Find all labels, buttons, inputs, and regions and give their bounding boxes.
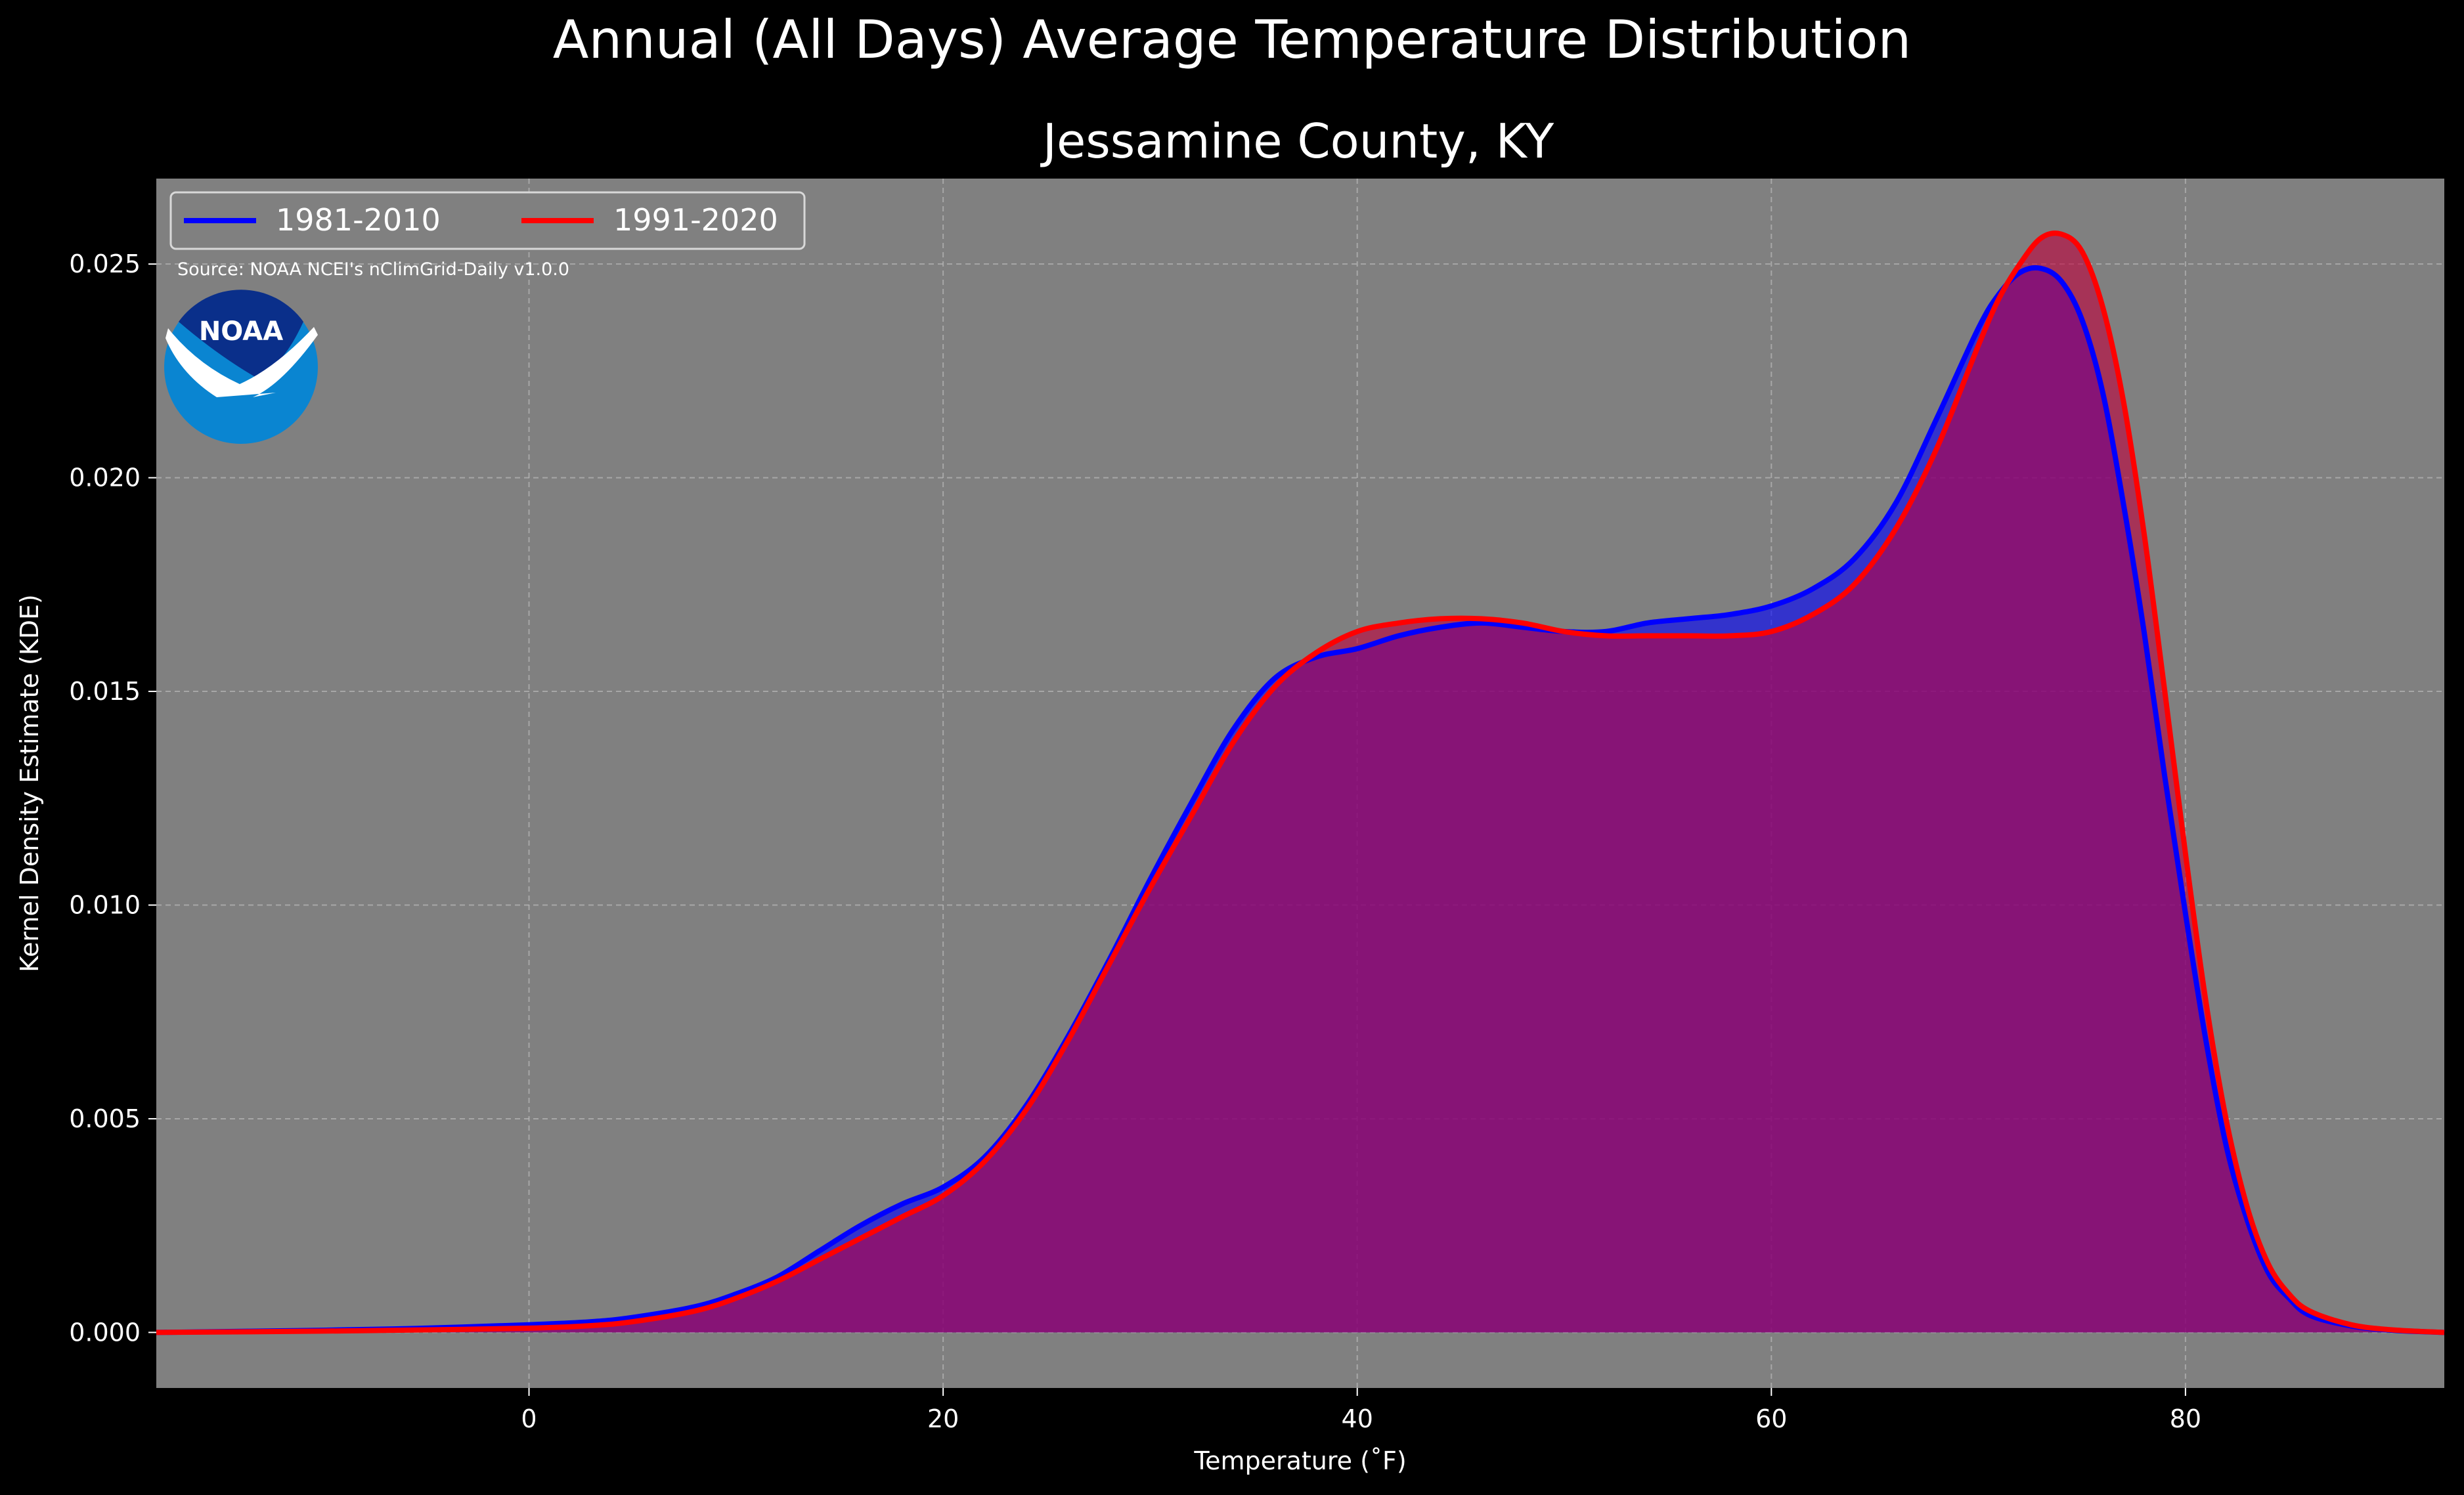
y-tick-label: 0.020 [69, 464, 141, 492]
chart-suptitle: Annual (All Days) Average Temperature Di… [553, 9, 1911, 70]
noaa-logo-text: NOAA [199, 316, 283, 347]
legend: 1981-2010 1991-2020 [169, 191, 806, 250]
x-axis-ticks: 0 20 40 60 80 [521, 1388, 2201, 1433]
y-axis-ticks: 0.000 0.005 0.010 0.015 0.020 0.025 [69, 249, 156, 1347]
x-tick-label: 60 [1755, 1404, 1787, 1433]
noaa-logo-upper [179, 290, 303, 378]
series-lines [156, 230, 2445, 1335]
noaa-logo: NOAA [164, 290, 318, 444]
x-tick-label: 80 [2170, 1404, 2201, 1433]
area-1991-2020 [156, 233, 2444, 1333]
x-tick-label: 0 [521, 1404, 537, 1433]
series-areas [156, 233, 2444, 1333]
legend-box [169, 191, 806, 250]
y-tick-label: 0.000 [69, 1318, 141, 1347]
x-tick-label: 20 [927, 1404, 959, 1433]
x-tick-label: 40 [1342, 1404, 1373, 1433]
y-axis-label: Kernel Density Estimate (KDE) [15, 594, 44, 972]
legend-label-1981-2010: 1981-2010 [276, 202, 441, 238]
y-tick-label: 0.025 [69, 249, 141, 278]
noaa-logo-wave [165, 327, 318, 397]
line-1981-2010 [156, 265, 2445, 1335]
legend-label-1991-2020: 1991-2020 [613, 202, 778, 238]
x-axis-label: Temperature (˚F) [1193, 1446, 1406, 1475]
plot-area [156, 179, 2445, 1388]
y-tick-label: 0.010 [69, 891, 141, 920]
source-annotation: Source: NOAA NCEI's nClimGrid-Daily v1.0… [177, 259, 569, 280]
chart-title: Jessamine County, KY [1040, 114, 1554, 169]
line-1991-2020 [156, 230, 2445, 1335]
y-tick-label: 0.015 [69, 677, 141, 706]
y-tick-label: 0.005 [69, 1104, 141, 1133]
